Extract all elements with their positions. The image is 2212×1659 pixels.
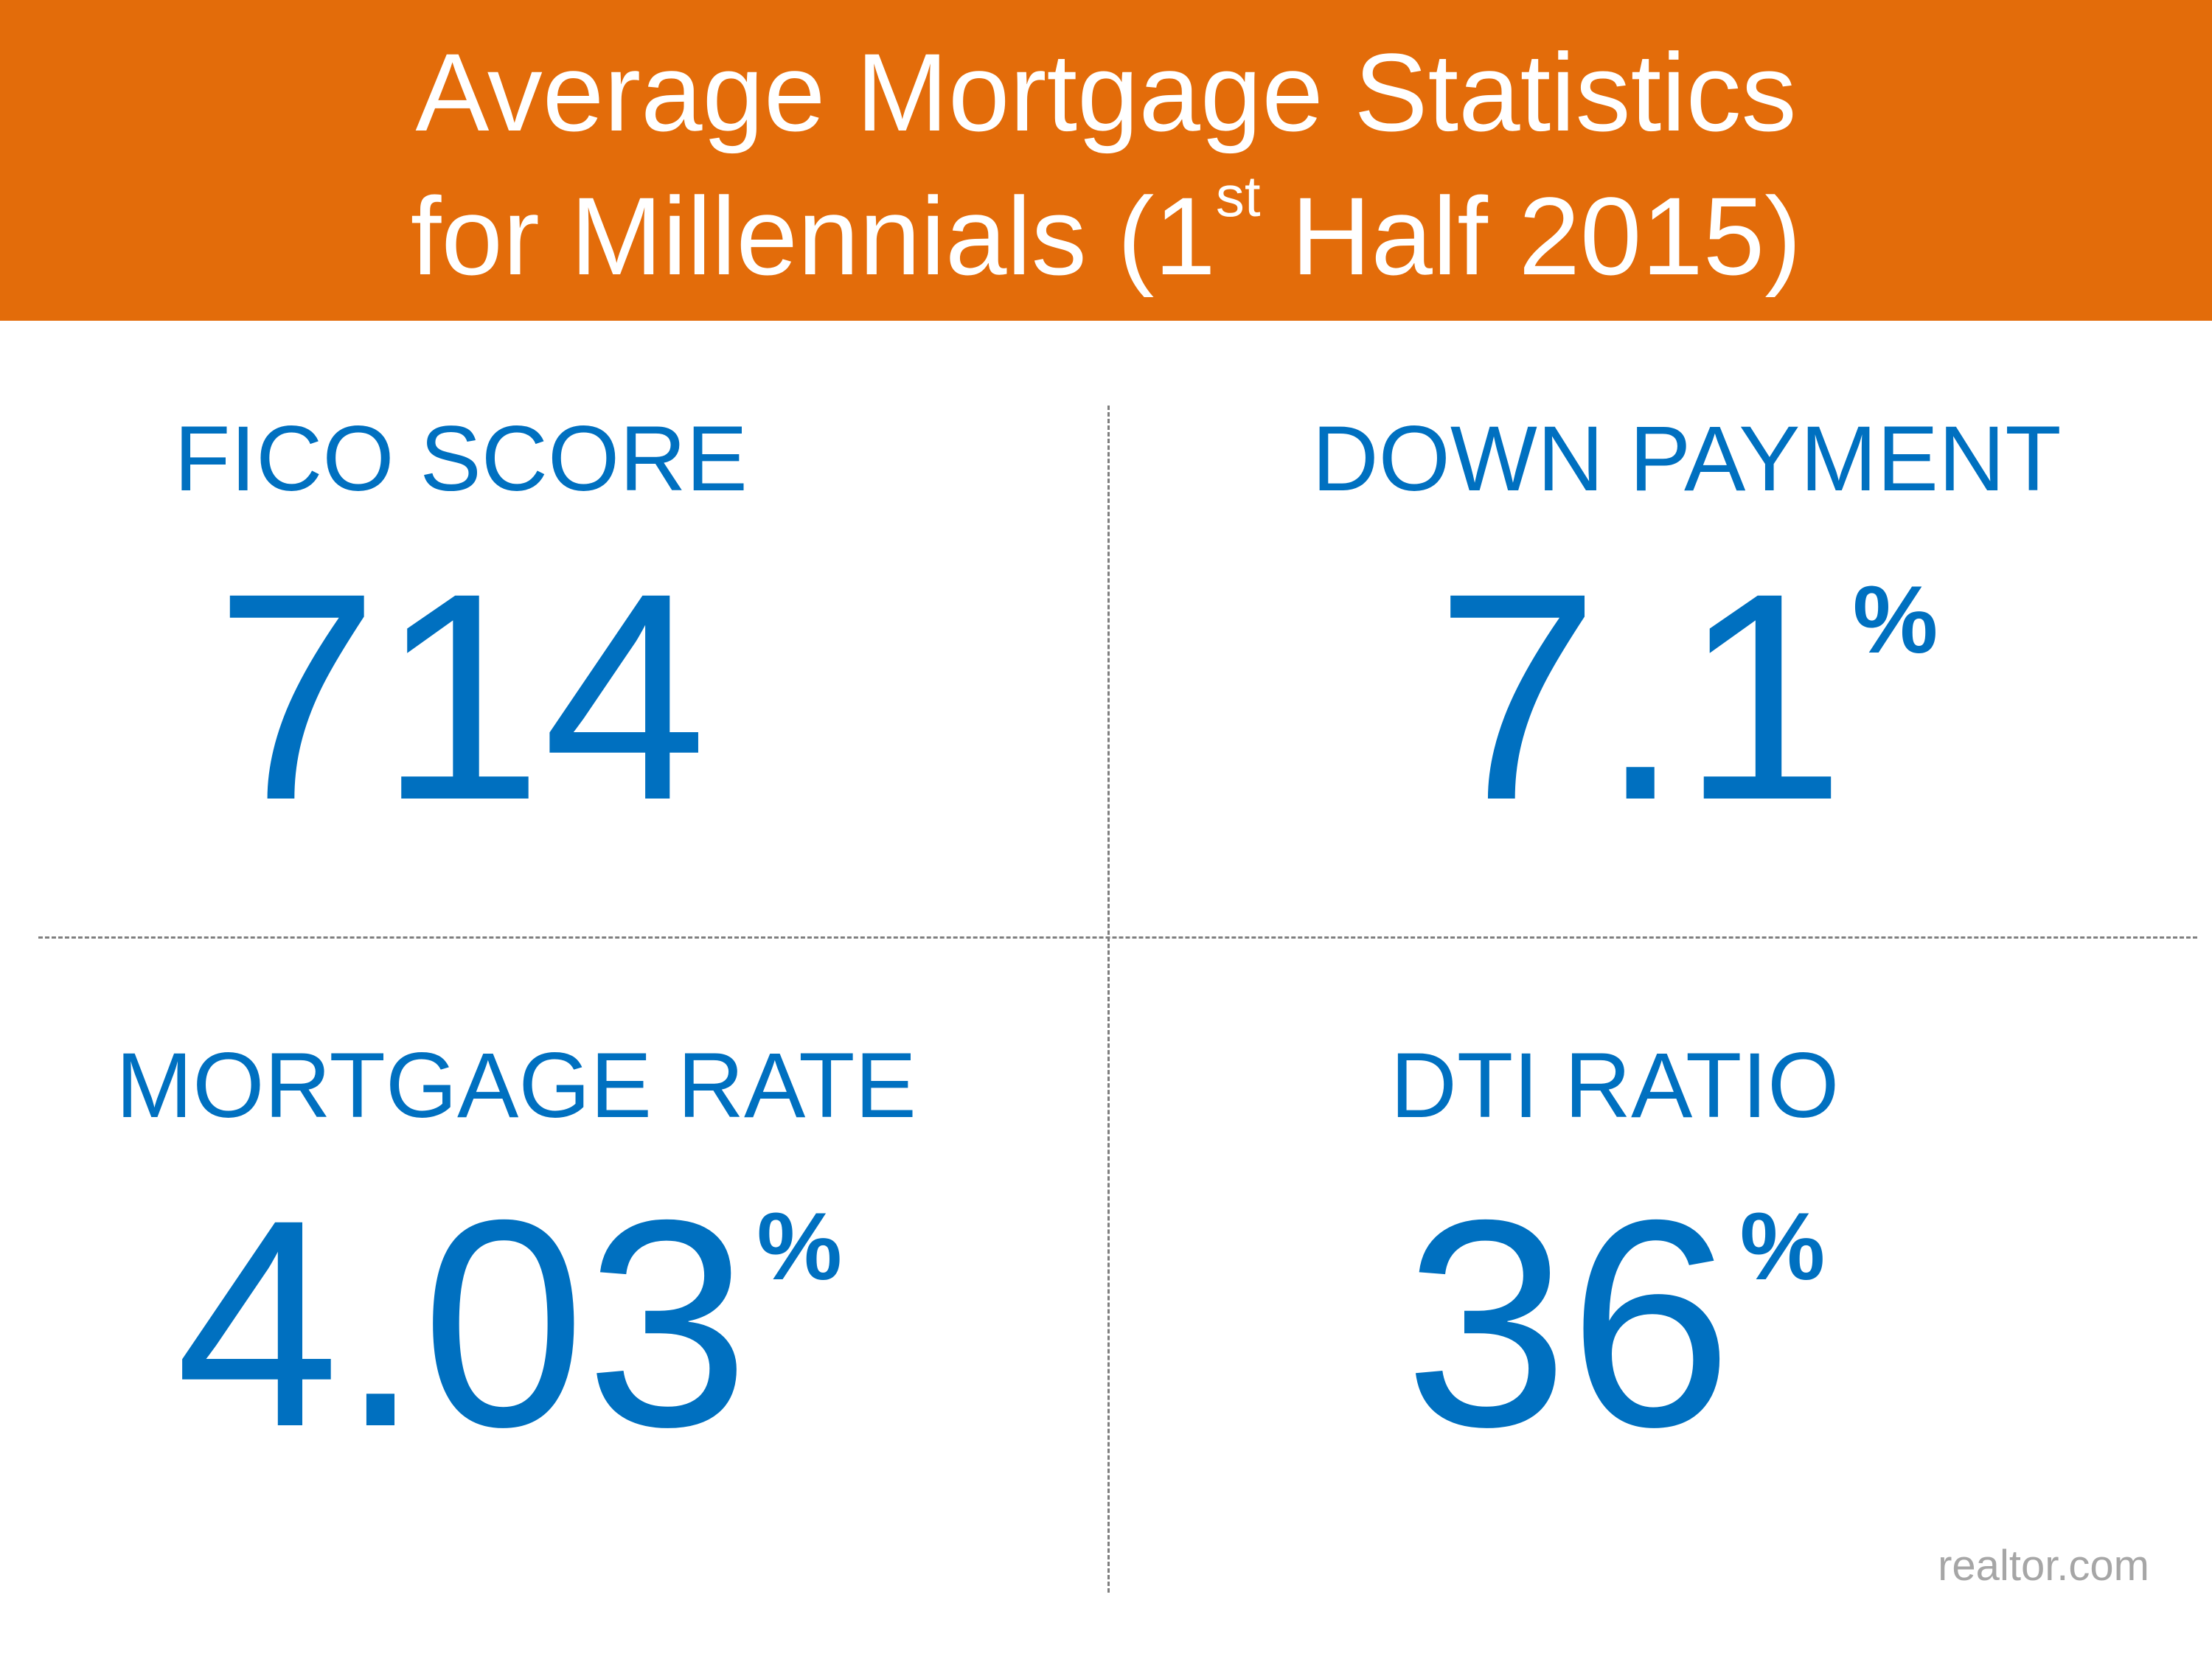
fico-score-stat: FICO SCORE 714 [0,413,1106,844]
mortgage-rate-value: 4.03% [0,1176,1106,1471]
mortgage-rate-label: MORTGAGE RATE [116,1034,917,1137]
horizontal-divider [38,936,2197,939]
dti-ratio-stat: DTI RATIO 36% [1106,1040,2212,1471]
dti-ratio-label: DTI RATIO [1390,1034,1840,1137]
title-line-1: Average Mortgage Statistics [415,30,1797,154]
mortgage-rate-stat: MORTGAGE RATE 4.03% [0,1040,1106,1471]
title-line-2-suffix: Half 2015) [1260,174,1802,298]
title-banner: Average Mortgage Statistics for Millenni… [0,0,2212,321]
fico-score-label: FICO SCORE [174,408,748,510]
dti-ratio-value: 36% [1018,1176,2212,1471]
fico-score-number: 714 [215,532,707,861]
down-payment-stat: DOWN PAYMENT 7.1% [1106,413,2212,844]
down-payment-percent-sign: % [1852,566,1938,673]
down-payment-value: 7.1% [1161,549,2212,844]
title-line-2-prefix: for Millennials (1 [410,174,1216,298]
dti-ratio-number: 36 [1404,1158,1733,1488]
mortgage-rate-percent-sign: % [757,1192,843,1300]
title-superscript: st [1215,164,1261,229]
vertical-divider [1107,406,1110,1593]
mortgage-rate-number: 4.03 [175,1158,750,1488]
title-line-2: for Millennials (1st Half 2015) [0,167,2212,291]
down-payment-number: 7.1 [1435,532,1846,861]
source-credit: realtor.com [1938,1542,2149,1590]
down-payment-label: DOWN PAYMENT [1312,408,2062,510]
fico-score-value: 714 [0,549,1106,844]
dti-ratio-percent-sign: % [1739,1192,1826,1300]
